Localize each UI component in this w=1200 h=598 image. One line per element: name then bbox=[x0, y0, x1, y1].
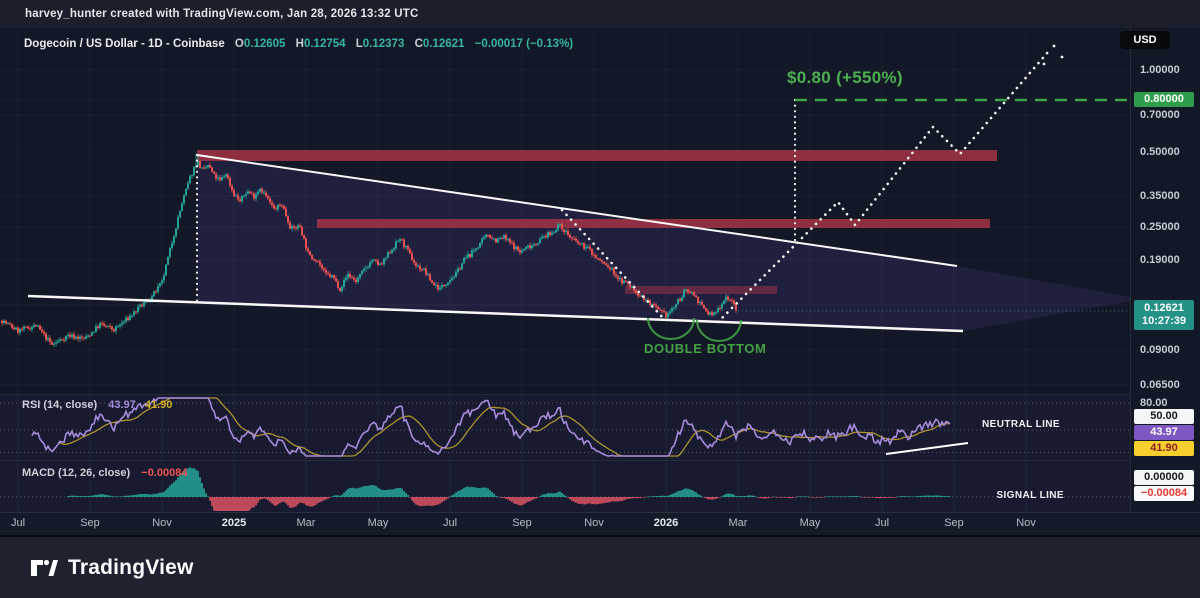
macd-indicator-legend[interactable]: MACD (12, 26, close) −0.00084 bbox=[22, 467, 187, 479]
lower-trendline[interactable] bbox=[27, 294, 964, 333]
low-value: 0.12373 bbox=[362, 38, 405, 50]
rsi-50-badge: 50.00 bbox=[1134, 409, 1194, 424]
price-axis[interactable]: 1.00000 0.70000 0.50000 0.35000 0.25000 0.190… bbox=[1130, 28, 1200, 535]
time-axis-label: Sep bbox=[944, 517, 964, 529]
time-axis-label: Nov bbox=[584, 517, 604, 529]
rsi-ma-value: 41.90 bbox=[144, 399, 173, 411]
dotted-decline-path bbox=[560, 208, 667, 322]
resistance-zone bbox=[625, 286, 777, 294]
current-price-value: 0.12621 bbox=[1144, 302, 1184, 314]
tradingview-logo-icon[interactable] bbox=[30, 555, 58, 581]
upper-trendline[interactable] bbox=[196, 154, 958, 267]
signal-line-label: SIGNAL LINE bbox=[996, 490, 1064, 501]
price-axis-label: 80.00 bbox=[1140, 397, 1168, 409]
symbol-legend: Dogecoin / US Dollar - 1D - Coinbase O0.… bbox=[24, 38, 573, 50]
price-axis-label: 1.00000 bbox=[1140, 64, 1180, 76]
rsi-label: RSI (14, close) bbox=[22, 399, 98, 411]
projection-dot bbox=[1042, 62, 1046, 66]
macd-panel bbox=[0, 467, 1130, 511]
open-label: O bbox=[234, 38, 244, 50]
close-value: 0.12621 bbox=[422, 38, 465, 50]
high-value: 0.12754 bbox=[303, 38, 346, 50]
rsi-line bbox=[31, 397, 951, 457]
exchange-label[interactable]: Coinbase bbox=[172, 38, 225, 50]
price-axis-label: 0.06500 bbox=[1140, 379, 1180, 391]
neutral-line-label: NEUTRAL LINE bbox=[982, 419, 1060, 430]
time-axis-label: Jul bbox=[874, 517, 890, 529]
time-axis[interactable]: Jul Sep Nov 2025 Mar May Jul Sep Nov 2026 Mar May Ju… bbox=[0, 512, 1200, 535]
double-bottom-label: DOUBLE BOTTOM bbox=[644, 341, 767, 356]
projected-price-path bbox=[716, 50, 1050, 324]
double-bottom-arc bbox=[696, 319, 742, 342]
projection-dot bbox=[1060, 55, 1064, 59]
time-axis-label: Sep bbox=[512, 517, 532, 529]
projection-dot bbox=[1052, 44, 1056, 48]
target-price-badge: 0.80000 bbox=[1134, 92, 1194, 107]
time-axis-label: May bbox=[799, 517, 821, 529]
price-axis-label: 0.35000 bbox=[1140, 190, 1180, 202]
symbol-name[interactable]: Dogecoin / US Dollar bbox=[24, 38, 138, 50]
open-value: 0.12605 bbox=[243, 38, 286, 50]
attribution-text: harvey_hunter created with TradingView.c… bbox=[25, 8, 419, 20]
footer-bar: TradingView bbox=[0, 535, 1200, 598]
current-price-badge: 0.12621 10:27:39 bbox=[1134, 300, 1194, 330]
macd-zero-badge: 0.00000 bbox=[1134, 470, 1194, 485]
rsi-value-badge: 43.97 bbox=[1134, 425, 1194, 440]
time-axis-label: Mar bbox=[296, 517, 316, 529]
price-axis-label: 0.19000 bbox=[1140, 254, 1180, 266]
double-bottom-arc bbox=[647, 317, 695, 340]
time-axis-label: 2025 bbox=[221, 517, 247, 529]
rsi-panel bbox=[0, 397, 1130, 457]
falling-wedge-fill bbox=[197, 155, 1143, 331]
time-axis-label: Jul bbox=[10, 517, 26, 529]
low-label: L bbox=[355, 38, 363, 50]
time-axis-label: 2026 bbox=[653, 517, 679, 529]
resistance-zone bbox=[197, 150, 997, 161]
rsi-indicator-legend[interactable]: RSI (14, close) 43.97 41.90 bbox=[22, 399, 172, 411]
time-axis-label: Nov bbox=[152, 517, 172, 529]
gridlines bbox=[0, 28, 1130, 512]
price-axis-label: 0.50000 bbox=[1140, 146, 1180, 158]
time-axis-label: Mar bbox=[728, 517, 748, 529]
macd-label: MACD (12, 26, close) bbox=[22, 467, 131, 479]
legend-separator: - bbox=[140, 38, 145, 50]
macd-value: −0.00084 bbox=[141, 467, 188, 479]
high-label: H bbox=[295, 38, 304, 50]
legend-separator: - bbox=[165, 38, 170, 50]
macd-value-badge: −0.00084 bbox=[1134, 486, 1194, 501]
interval-label[interactable]: 1D bbox=[148, 38, 163, 50]
price-axis-label: 0.09000 bbox=[1140, 344, 1180, 356]
time-axis-label: May bbox=[367, 517, 389, 529]
price-axis-label: 0.25000 bbox=[1140, 221, 1180, 233]
rsi-support-trendline[interactable] bbox=[885, 442, 969, 455]
bar-countdown: 10:27:39 bbox=[1141, 315, 1187, 327]
time-axis-label: Nov bbox=[1016, 517, 1036, 529]
currency-toggle-button[interactable]: USD bbox=[1120, 31, 1170, 49]
price-axis-label: 0.70000 bbox=[1140, 109, 1180, 121]
resistance-zones bbox=[197, 150, 997, 294]
resistance-zone bbox=[317, 219, 990, 228]
time-axis-label: Sep bbox=[80, 517, 100, 529]
rsi-value: 43.97 bbox=[108, 399, 136, 411]
attribution-bar: harvey_hunter created with TradingView.c… bbox=[0, 0, 1200, 28]
price-target-annotation: $0.80 (+550%) bbox=[787, 68, 903, 87]
close-label: C bbox=[414, 38, 423, 50]
time-axis-label: Jul bbox=[442, 517, 458, 529]
change-value: −0.00017 (−0.13%) bbox=[474, 38, 574, 50]
rsi-ma-badge: 41.90 bbox=[1134, 441, 1194, 456]
tradingview-brand-text[interactable]: TradingView bbox=[68, 555, 194, 579]
